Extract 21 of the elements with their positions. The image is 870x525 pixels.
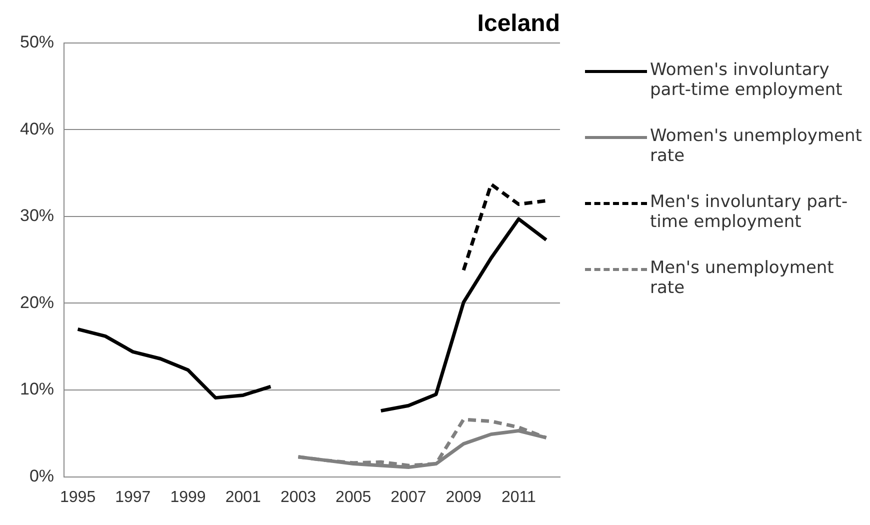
y-tick-label: 20%: [20, 292, 54, 312]
y-tick-label: 10%: [20, 380, 54, 399]
x-tick-label: 2007: [390, 488, 426, 506]
y-tick-label: 50%: [20, 32, 54, 52]
line-series: [462, 182, 548, 272]
y-tick-label: 40%: [20, 119, 54, 138]
x-tick-label: 2001: [225, 488, 262, 506]
x-tick-label: 1999: [170, 488, 206, 506]
legend-label: Women's unemployment rate: [650, 126, 863, 166]
x-tick-label: 2009: [446, 488, 482, 506]
legend-label: Men's unemployment rate: [650, 258, 835, 298]
legend-label: Men's involuntary part-time employment: [650, 192, 849, 232]
y-tick-label: 0%: [29, 466, 54, 486]
chart-title: Iceland: [477, 10, 560, 38]
x-tick-label: 1997: [115, 488, 151, 506]
x-tick-label: 2003: [280, 488, 316, 506]
legend-label: Women's involuntary part-time employment: [650, 60, 844, 100]
x-tick-label: 1995: [60, 488, 96, 506]
x-tick-label: 2011: [501, 488, 536, 506]
x-tick-label: 2005: [336, 488, 372, 506]
y-tick-label: 30%: [20, 206, 54, 226]
